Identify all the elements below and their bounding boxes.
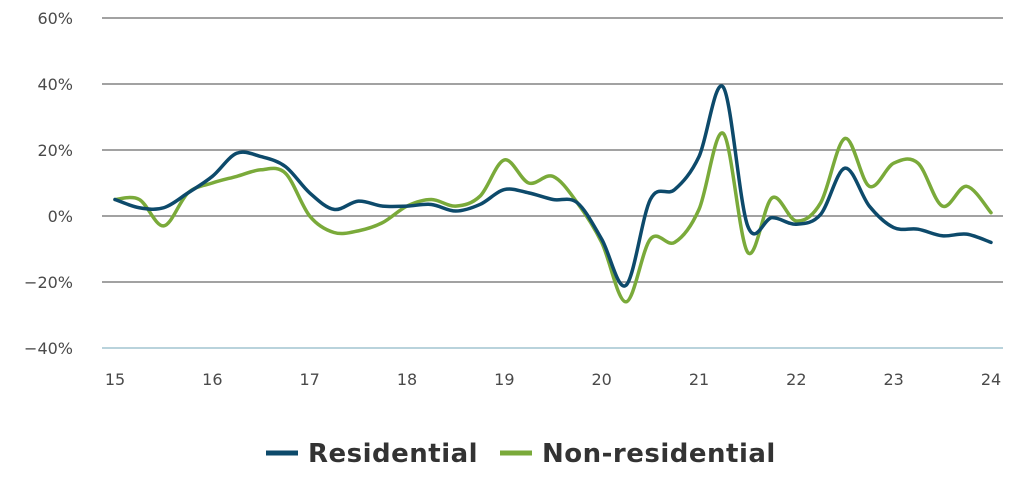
y-tick-label: 40% bbox=[37, 75, 73, 94]
x-tick-label: 18 bbox=[397, 370, 417, 389]
x-tick-label: 17 bbox=[299, 370, 319, 389]
gridlines bbox=[102, 17, 1003, 349]
x-tick-label: 15 bbox=[105, 370, 125, 389]
x-tick-label: 16 bbox=[202, 370, 222, 389]
y-tick-label: 20% bbox=[37, 141, 73, 160]
x-tick-label: 20 bbox=[591, 370, 611, 389]
x-tick-label: 22 bbox=[786, 370, 806, 389]
series-line-non-residential bbox=[113, 131, 993, 304]
legend: Residential Non-residential bbox=[266, 439, 776, 469]
series-lines bbox=[113, 84, 993, 304]
y-tick-label: −20% bbox=[24, 273, 73, 292]
legend-label-non-residential: Non-residential bbox=[542, 439, 776, 469]
y-tick-label: 0% bbox=[48, 207, 73, 226]
x-tick-label: 19 bbox=[494, 370, 514, 389]
x-tick-label: 21 bbox=[689, 370, 709, 389]
legend-label-residential: Residential bbox=[308, 439, 478, 469]
x-tick-label: 23 bbox=[883, 370, 903, 389]
x-axis-tick-labels: 15 16 17 18 19 20 21 22 23 24 bbox=[105, 370, 1001, 389]
y-tick-label: −40% bbox=[24, 339, 73, 358]
x-tick-label: 24 bbox=[981, 370, 1001, 389]
y-axis-tick-labels: 60% 40% 20% 0% −20% −40% bbox=[24, 9, 73, 358]
series-line-residential bbox=[113, 84, 993, 288]
y-tick-label: 60% bbox=[37, 9, 73, 28]
